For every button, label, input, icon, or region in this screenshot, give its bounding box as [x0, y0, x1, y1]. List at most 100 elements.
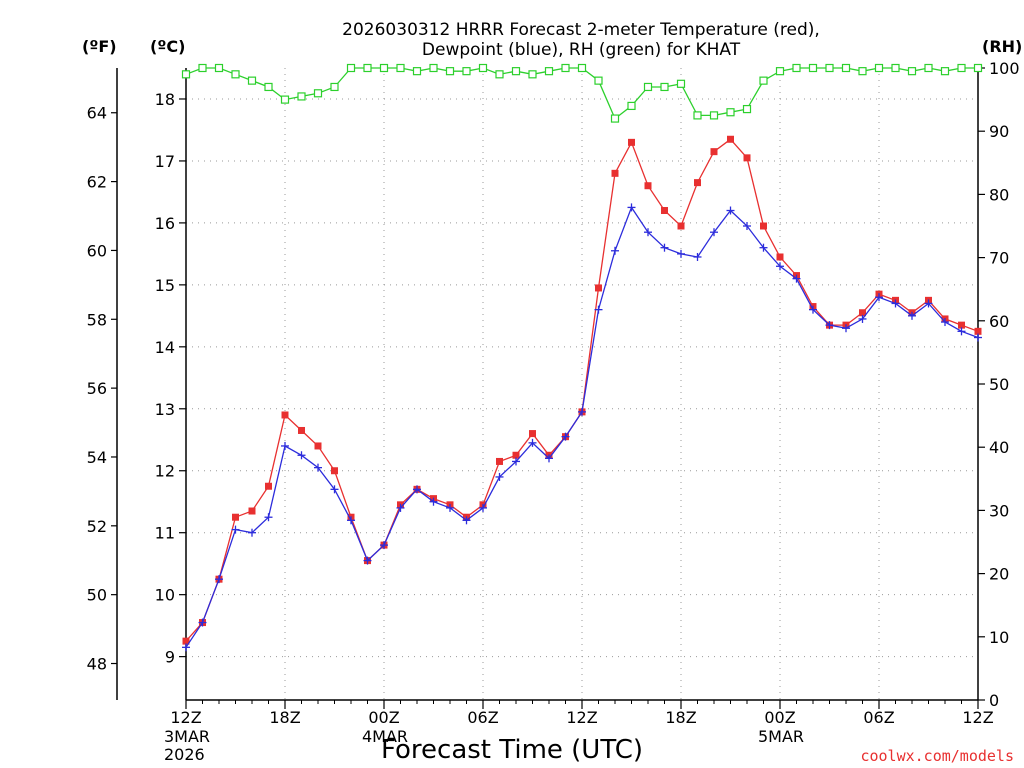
rh-tick-label: 0: [989, 691, 999, 710]
celsius-tick-label: 15: [155, 276, 175, 295]
dewpoint-c-point: [858, 314, 867, 323]
rh-point: [462, 67, 471, 76]
dewpoint-c-point: [957, 327, 966, 336]
rh-point: [363, 63, 372, 73]
dewpoint-c-point: [479, 503, 487, 512]
rh-point: [874, 63, 884, 73]
rh-tick-label: 100: [989, 59, 1020, 78]
dewpoint-c-point: [198, 618, 207, 627]
temperature-c-point: [694, 179, 701, 187]
rh-point: [726, 108, 735, 117]
fahrenheit-tick-label: 48: [87, 655, 107, 674]
celsius-tick-label: 16: [155, 214, 175, 233]
rh-point: [445, 67, 455, 76]
rh-point: [825, 63, 834, 73]
celsius-tick-label: 9: [165, 648, 175, 667]
temperature-c-point: [496, 457, 503, 465]
rh-point: [742, 104, 752, 114]
dewpoint-c-point: [545, 454, 553, 463]
temperature-c-point: [661, 207, 668, 215]
dewpoint-c-point: [908, 311, 916, 320]
dewpoint-c-point: [281, 441, 289, 450]
series-layer: [181, 63, 983, 652]
celsius-tick-label: 12: [155, 462, 175, 481]
time-tick-label: 18Z: [269, 708, 300, 727]
fahrenheit-tick-label: 62: [87, 173, 107, 192]
dewpoint-c-point: [495, 472, 504, 481]
date-label: 4MAR: [362, 727, 408, 746]
dewpoint-c-point: [825, 321, 834, 330]
temperature-c-point: [611, 169, 619, 177]
dewpoint-c-point: [429, 497, 438, 506]
dewpoint-c-point: [462, 516, 471, 525]
x-axis-label: Forecast Time (UTC): [381, 735, 643, 765]
dewpoint-c-point: [314, 463, 322, 472]
dewpoint-c-point: [974, 333, 982, 342]
rh-point: [495, 70, 504, 79]
rh-point: [858, 67, 867, 76]
temperature-c-point: [974, 327, 982, 335]
rh-point: [478, 63, 488, 73]
dewpoint-c-point: [776, 262, 784, 271]
dewpoint-c-point: [710, 228, 718, 237]
dewpoint-c-point: [248, 528, 256, 537]
year-label: 2026: [164, 745, 205, 764]
rh-point: [627, 101, 636, 111]
temperature-c-point: [644, 182, 652, 190]
rh-point: [214, 63, 224, 73]
dewpoint-c-point: [264, 513, 273, 522]
temperature-c-point: [298, 426, 305, 434]
rh-tick-label: 10: [989, 628, 1009, 647]
grid-lines: [185, 68, 979, 700]
time-tick-label: 12Z: [566, 708, 597, 727]
temperature-c-point: [232, 513, 239, 521]
fahrenheit-tick-label: 64: [87, 104, 107, 123]
rh-point: [610, 114, 620, 123]
rh-point: [346, 63, 356, 73]
dewpoint-c-point: [891, 299, 900, 308]
rh-point: [759, 76, 768, 85]
celsius-tick-label: 18: [155, 90, 175, 109]
rh-point: [693, 111, 702, 120]
dewpoint-c-point: [924, 299, 933, 308]
rh-point: [808, 63, 818, 73]
rh-point: [198, 63, 207, 73]
temperature-c-point: [265, 482, 272, 490]
credit-link[interactable]: coolwx.com/models: [860, 747, 1014, 765]
rh-point: [577, 63, 587, 73]
rh-point: [973, 63, 983, 73]
fahrenheit-unit-label: (ºF): [82, 37, 117, 56]
date-label: 5MAR: [758, 727, 804, 746]
rh-point: [660, 82, 669, 92]
rh-point: [379, 63, 389, 73]
dewpoint-c-point: [512, 457, 520, 466]
fahrenheit-tick-label: 58: [87, 310, 107, 329]
dewpoint-c-point: [231, 525, 240, 534]
time-tick-label: 00Z: [764, 708, 795, 727]
rh-point: [792, 63, 801, 73]
rh-point: [181, 70, 191, 79]
rh-point: [957, 63, 966, 73]
temperature-c-point: [727, 135, 734, 143]
rh-point: [544, 67, 554, 76]
dewpoint-c-point: [413, 485, 421, 494]
rh-point: [594, 76, 603, 85]
rh-point: [907, 67, 917, 76]
rh-point: [891, 63, 900, 73]
dewpoint-c-point: [347, 516, 355, 525]
dewpoint-c-point: [941, 318, 949, 327]
dewpoint-c-point: [363, 556, 372, 565]
dewpoint-c-point: [528, 438, 537, 447]
temperature-c-point: [958, 321, 965, 329]
celsius-tick-label: 14: [155, 338, 175, 357]
temperature-c-point: [314, 442, 322, 450]
dewpoint-c-point: [842, 324, 850, 333]
dewpoint-c-point: [446, 503, 454, 512]
time-tick-label: 06Z: [863, 708, 894, 727]
dewpoint-c-point: [561, 432, 570, 441]
rh-point: [396, 63, 405, 73]
rh-tick-label: 20: [989, 565, 1009, 584]
rh-point: [313, 89, 323, 98]
